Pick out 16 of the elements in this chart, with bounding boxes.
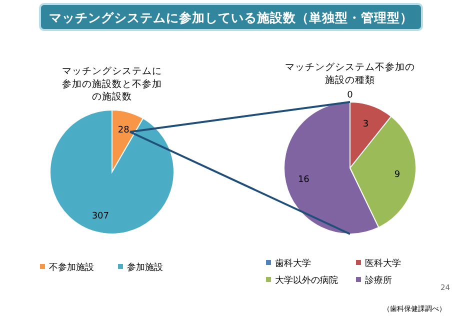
data-label: 3 [362,120,369,130]
legend-label: 診療所 [365,275,392,286]
legend-label: 参加施設 [127,262,163,273]
legend-label: 医科大学 [365,258,401,269]
pie-slice [50,110,174,234]
text: 0 [347,90,353,100]
legend-label: 歯科大学 [275,258,311,269]
data-label: 28 [118,125,130,136]
text: マッチングシステムに参加している施設数（単独型・管理型） [49,10,413,25]
chart-title: マッチングシステム不参加の施設の種類 [285,61,415,86]
data-label: 9 [394,170,400,180]
data-label: 16 [298,175,310,186]
chart-subtitle: マッチングシステムに参加の施設数と不参加の施設数 [62,66,162,103]
legend-label: 不参加施設 [49,262,94,273]
legend-label: 大学以外の病院 [275,275,338,286]
data-label: 307 [92,212,110,222]
